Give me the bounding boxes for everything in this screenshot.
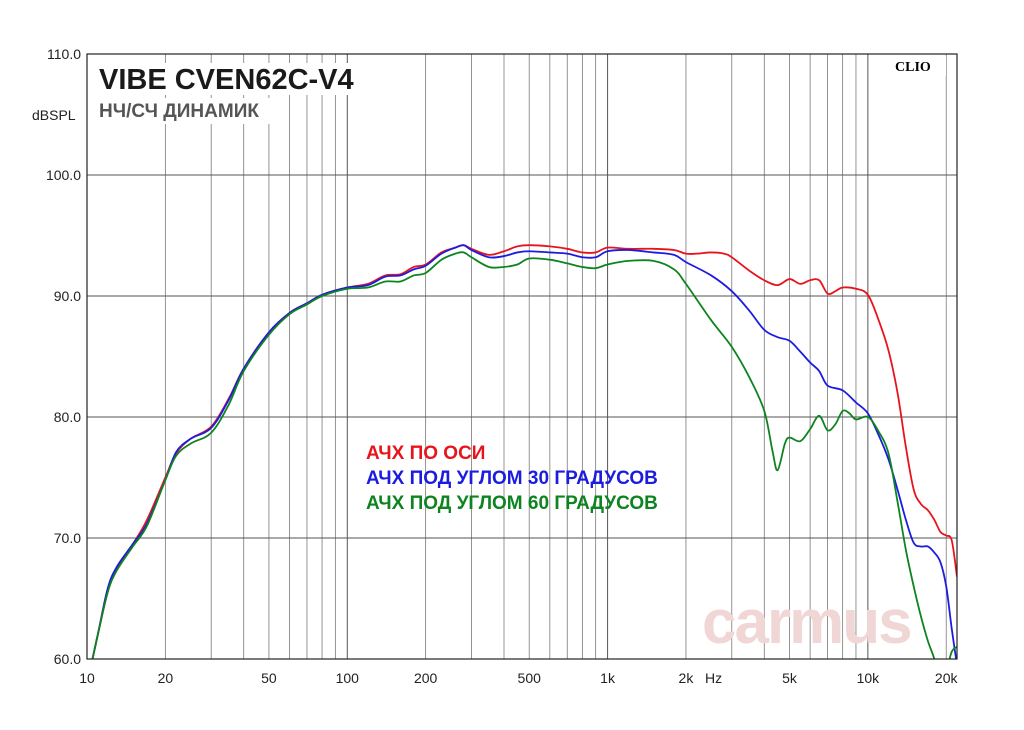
x-tick-label: 200 (414, 670, 438, 686)
y-tick-label: 80.0 (54, 409, 81, 425)
plot-frame (86, 53, 958, 660)
x-tick-label: 10 (79, 670, 95, 686)
y-tick-label: 60.0 (54, 651, 81, 667)
x-tick-label: 100 (336, 670, 360, 686)
y-tick-label: 70.0 (54, 530, 81, 546)
x-tick-label: 5k (782, 670, 798, 686)
clio-brand: CLIO (895, 60, 931, 75)
x-axis-ticks: 10 20 50 100 200 500 1k 2k 5k 10k 20k (79, 670, 958, 686)
y-axis-label: dBSPL (32, 107, 76, 123)
legend-entry-1: АЧХ ПО ОСИ (366, 443, 485, 464)
watermark: carmus (702, 588, 911, 657)
y-tick-label: 100.0 (46, 167, 81, 183)
legend: АЧХ ПО ОСИ АЧХ ПОД УГЛОМ 30 ГРАДУСОВ АЧХ П… (366, 443, 658, 514)
y-axis-ticks: 60.0 70.0 80.0 90.0 100.0 110.0 (46, 46, 81, 667)
minor-grid (164, 54, 947, 659)
series-layer (91, 244, 957, 659)
major-grid (87, 54, 957, 659)
legend-entry-2: АЧХ ПОД УГЛОМ 30 ГРАДУСОВ (366, 468, 658, 489)
x-tick-label: 500 (518, 670, 542, 686)
x-tick-label: 20k (935, 670, 959, 686)
subtitle-backdrop (96, 98, 286, 124)
title-backdrop (96, 63, 364, 95)
x-tick-label: 2k (679, 670, 695, 686)
brand-backdrop (890, 56, 946, 76)
x-tick-label: 10k (857, 670, 881, 686)
x-tick-label: 1k (600, 670, 616, 686)
y-tick-label: 110.0 (47, 46, 81, 62)
chart-subtitle: НЧ/СЧ ДИНАМИК (99, 101, 259, 122)
x-axis-unit: Hz (705, 670, 722, 686)
series-line-2 (91, 244, 957, 659)
chart-title: VIBE CVEN62C-V4 (99, 64, 354, 96)
legend-entry-3: АЧХ ПОД УГЛОМ 60 ГРАДУСОВ (366, 493, 658, 514)
series-line-3 (91, 251, 957, 659)
x-tick-label: 50 (261, 670, 277, 686)
x-tick-label: 20 (158, 670, 174, 686)
y-tick-label: 90.0 (54, 288, 81, 304)
